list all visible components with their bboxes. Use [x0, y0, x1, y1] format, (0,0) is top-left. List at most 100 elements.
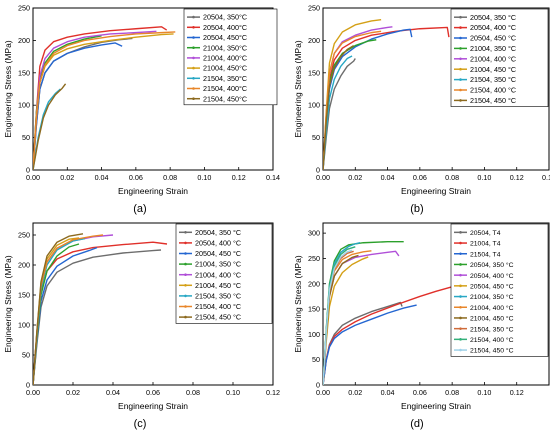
legend-marker: [459, 338, 462, 341]
legend-entry-label: 21504, 350°C: [203, 74, 247, 83]
legend-entry-label: 21504, 400 °C: [195, 302, 241, 311]
x-tick-label: 0.04: [106, 388, 120, 397]
legend-entry-label: 21504, 450°C: [203, 94, 247, 103]
legend-marker: [459, 47, 462, 50]
legend-entry-label: 20504, 450 °C: [470, 282, 514, 290]
legend-marker: [459, 26, 462, 29]
legend-marker: [192, 87, 195, 90]
x-tick-label: 0.14: [266, 173, 280, 182]
legend-entry-label: 20504, 400 °C: [470, 272, 514, 280]
series-line-9: [33, 233, 84, 385]
x-axis-label: Engineering Strain: [401, 401, 471, 411]
panel-b: 0.00 0.02 0.04 0.06 0.08 0.10 0.12 0.14 0 50 100 15…: [293, 4, 550, 216]
legend-entry-label: 20504, 350 °C: [470, 261, 514, 269]
y-tick-label: 200: [18, 36, 30, 45]
x-tick-label: 0.08: [186, 388, 200, 397]
x-tick-label: 0.04: [95, 173, 109, 182]
x-tick-label: 0.10: [477, 388, 491, 397]
x-tick-label: 0.02: [66, 388, 80, 397]
legend-marker: [459, 99, 462, 102]
legend-marker: [184, 231, 187, 234]
legend-entry-label: 20504, 350 °C: [470, 13, 516, 22]
y-tick-label: 50: [22, 133, 30, 142]
legend-marker: [459, 316, 462, 320]
x-tick-label: 0.04: [381, 173, 395, 182]
y-tick-label: 200: [18, 261, 30, 270]
y-tick-label: 100: [308, 101, 320, 110]
panel-d: 0.00 0.02 0.04 0.06 0.08 0.10 0.12 0 50 100 150 200…: [293, 222, 550, 430]
legend-marker: [184, 262, 187, 266]
y-tick-label: 100: [308, 330, 320, 339]
legend-marker: [192, 26, 195, 29]
legend-entry-label: 20504, 400 °C: [470, 23, 516, 32]
legend-marker: [459, 263, 462, 266]
legend-entry-label: 20504, 400 °C: [195, 239, 241, 248]
legend-entry-label: 21004, 450 °C: [470, 65, 516, 74]
series-line-3: [323, 304, 417, 385]
legend-entry-label: 21004, T4: [470, 241, 501, 248]
legend-entry-label: 21004, 350°C: [203, 43, 247, 52]
y-tick-label: 150: [308, 305, 320, 314]
legend-marker: [192, 97, 195, 100]
legend-marker: [459, 88, 462, 92]
x-axis-label: Engineering Strain: [118, 401, 188, 411]
series-line-12: [323, 249, 353, 385]
legend-entry-label: 20504, 450°C: [203, 33, 247, 42]
series-group: [33, 26, 176, 170]
y-tick-label: 100: [18, 101, 30, 110]
y-tick-label: 50: [22, 351, 30, 360]
legend-marker: [459, 78, 462, 81]
legend-marker: [459, 231, 462, 234]
legend-entry-label: 21004, 350 °C: [470, 44, 516, 53]
series-line-9: [33, 83, 67, 170]
legend-entry-label: 21504, 450 °C: [470, 347, 514, 355]
legend-entry-label: 21504, 400 °C: [470, 86, 516, 95]
y-axis-label: Engineering Stress (MPa): [3, 40, 13, 137]
x-tick-label: 0.12: [510, 388, 524, 397]
legend-entry-label: 20504, 450 °C: [195, 249, 241, 258]
legend-marker: [459, 305, 462, 309]
legend-marker: [184, 273, 187, 276]
x-tick-label: 0.08: [445, 388, 459, 397]
legend-entry-label: 21504, 350 °C: [195, 292, 241, 301]
y-tick-label: 50: [312, 133, 320, 142]
y-tick-label: 250: [308, 254, 320, 263]
series-line-9: [323, 44, 355, 170]
legend-entry-label: 21004, 450 °C: [470, 315, 514, 323]
legend-entry-label: 20504, 350°C: [203, 13, 247, 22]
legend-marker: [459, 57, 462, 61]
legend-marker: [459, 273, 462, 277]
legend-entry-label: 21504, 350 °C: [470, 75, 516, 84]
legend-marker: [459, 67, 462, 71]
legend-marker: [184, 241, 187, 245]
x-tick-label: 0.10: [226, 388, 240, 397]
x-tick-label: 0.06: [413, 388, 427, 397]
y-axis-label: Engineering Stress (MPa): [293, 255, 303, 352]
panel-label: (c): [134, 418, 147, 430]
y-tick-label: 0: [316, 166, 320, 175]
legend-entry-label: 21504, 400°C: [203, 84, 247, 93]
x-tick-label: 0.00: [26, 388, 40, 397]
legend-marker: [459, 241, 462, 245]
legend-marker: [459, 295, 462, 298]
legend-marker: [192, 66, 195, 70]
legend-entry-label: 21004, 450 °C: [195, 281, 241, 290]
x-axis-label: Engineering Strain: [118, 186, 188, 196]
panel-label: (d): [410, 418, 423, 430]
x-tick-label: 0.00: [316, 388, 330, 397]
y-tick-label: 150: [18, 291, 30, 300]
x-tick-label: 0.04: [381, 388, 395, 397]
legend-entry-label: 21504, 350 °C: [470, 325, 514, 333]
series-line-8: [33, 31, 176, 170]
series-group: [323, 18, 450, 170]
legend-marker: [459, 36, 462, 40]
y-tick-label: 100: [18, 321, 30, 330]
legend-entry-label: 21004, 350 °C: [470, 293, 514, 301]
legend-entry-label: 21004, 400 °C: [470, 304, 514, 312]
y-tick-label: 150: [308, 68, 320, 77]
x-axis-label: Engineering Strain: [401, 186, 471, 196]
y-tick-label: 0: [316, 381, 320, 390]
x-tick-label: 0.08: [445, 173, 459, 182]
legend-marker: [459, 348, 462, 352]
